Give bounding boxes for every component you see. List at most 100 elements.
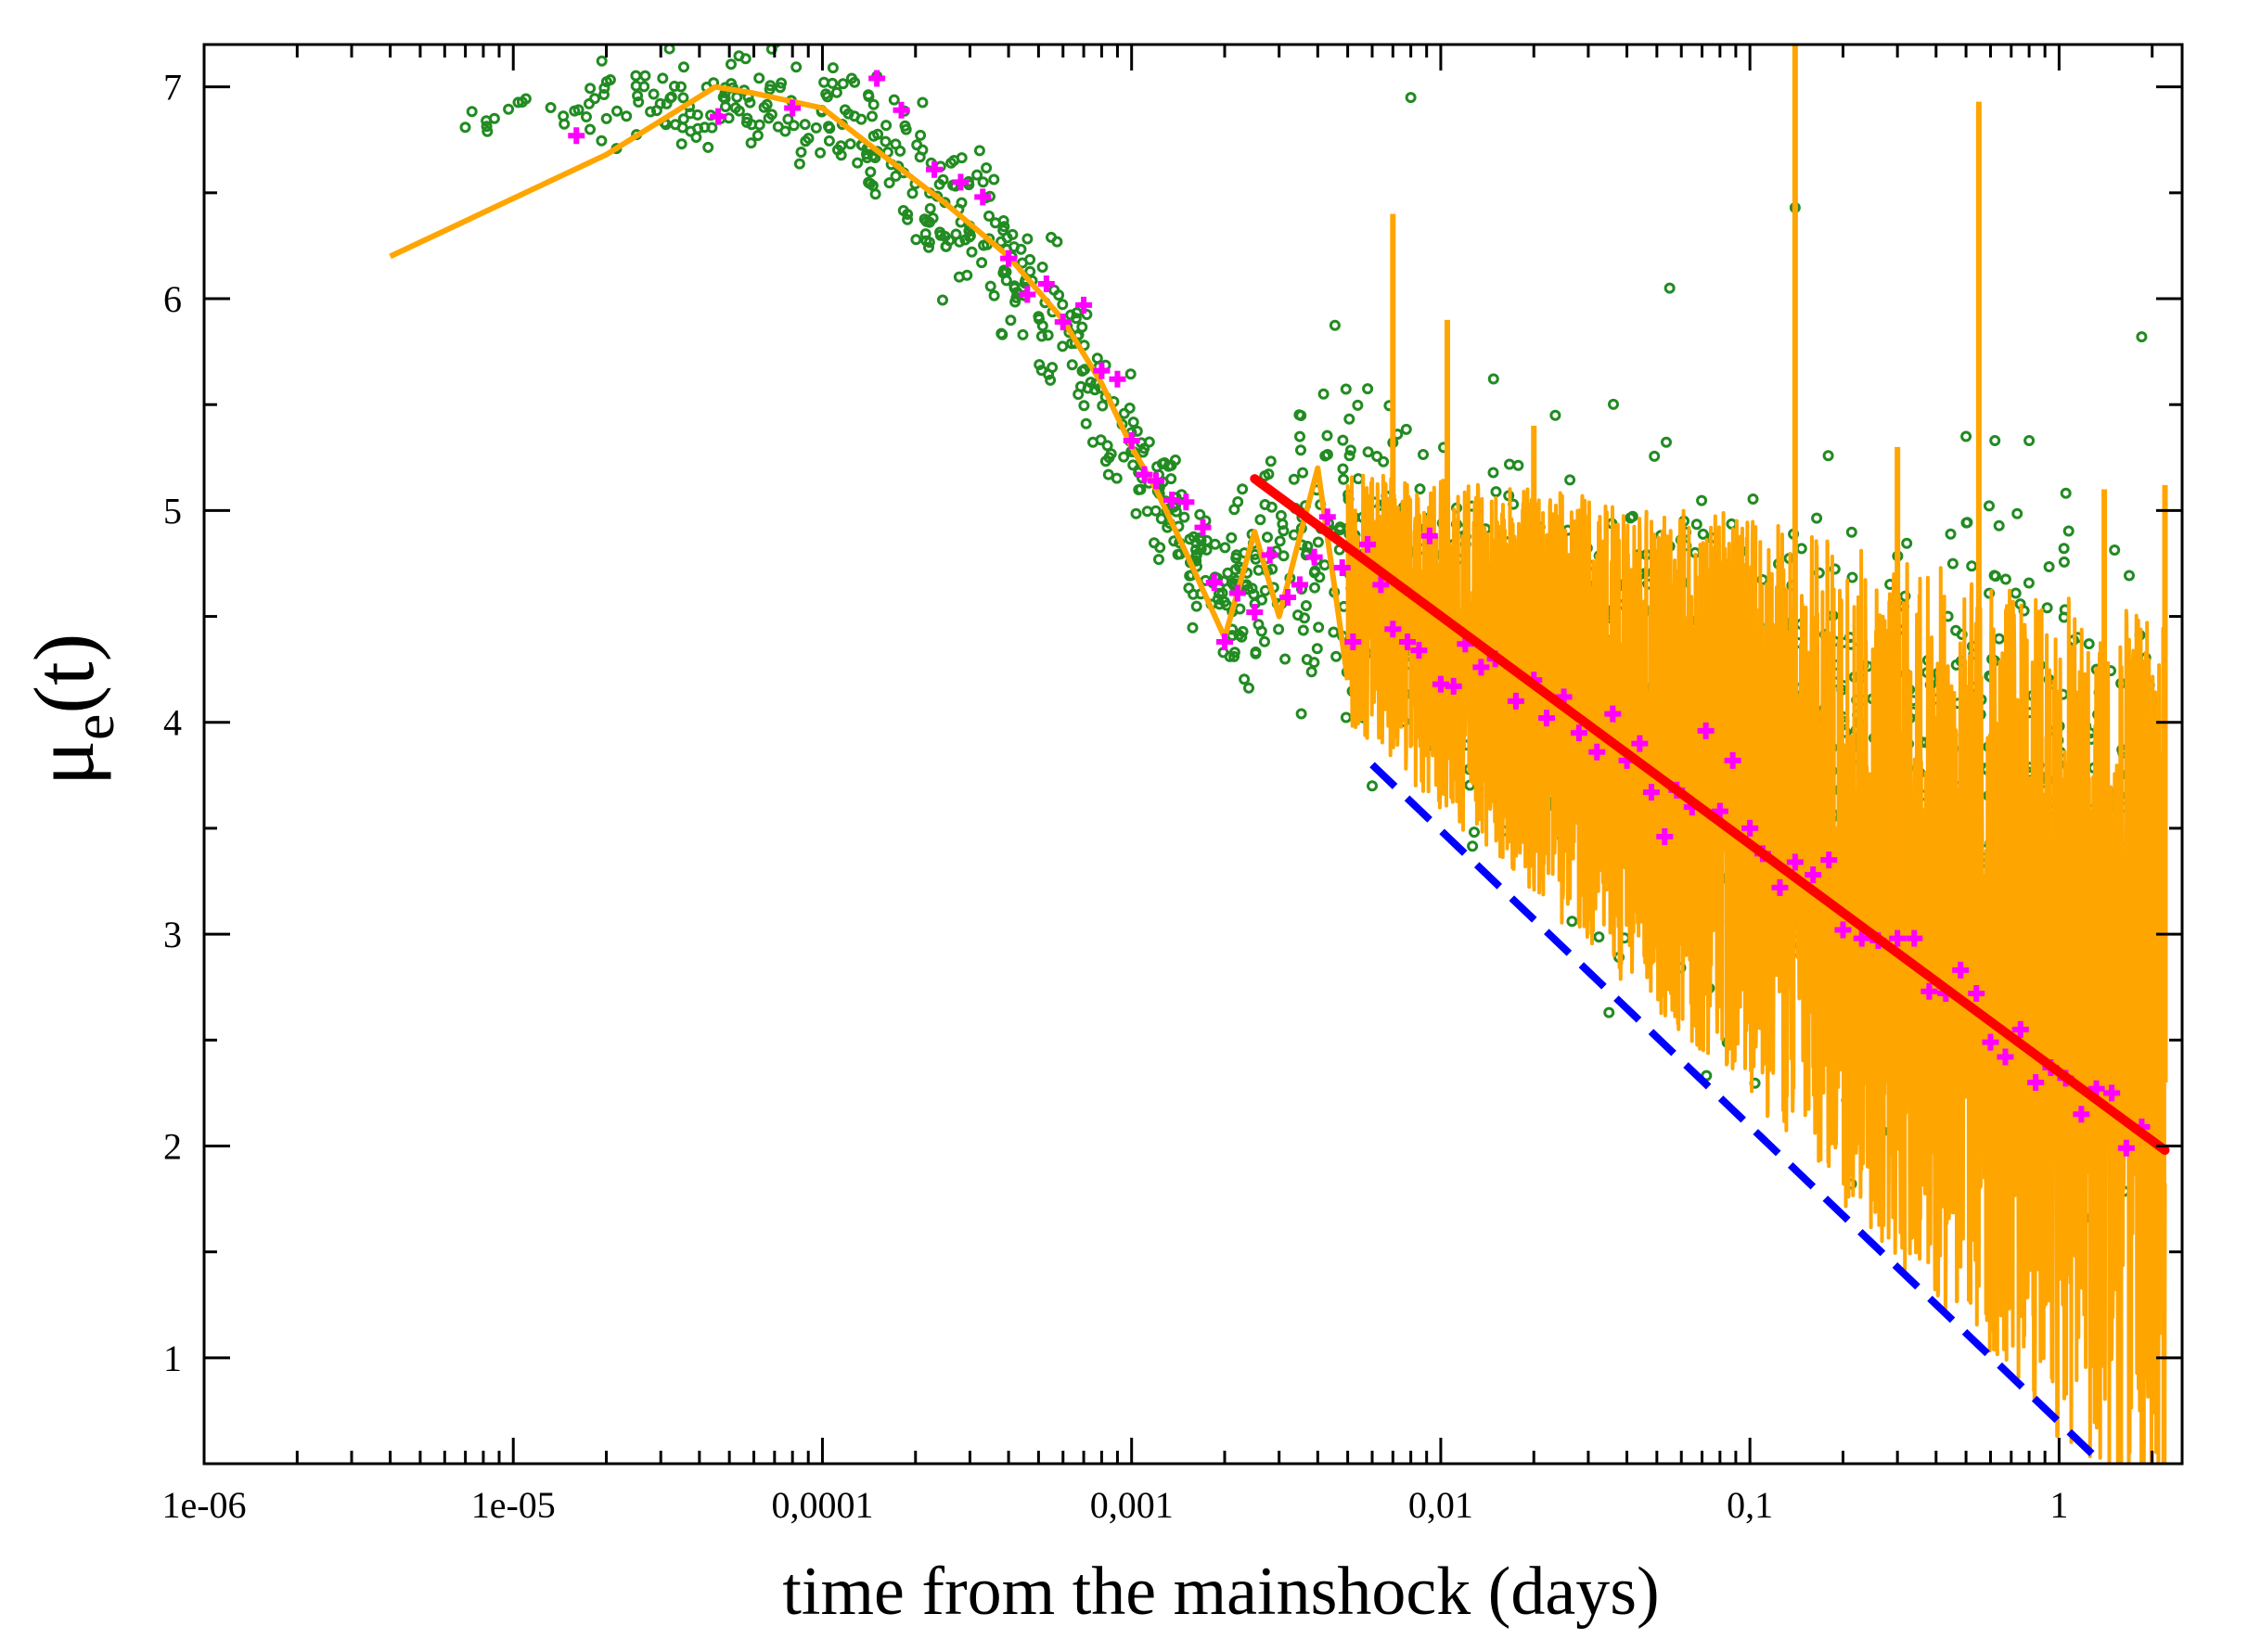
green-point: [823, 134, 835, 147]
green-point: [1549, 409, 1561, 421]
green-point: [1378, 455, 1390, 467]
green-point: [2058, 543, 2070, 555]
green-point: [1035, 330, 1047, 342]
x-axis-title: time from the mainshock (days): [782, 1554, 1659, 1630]
magenta-cross: [1109, 370, 1126, 388]
green-point: [937, 294, 948, 306]
green-point: [2023, 577, 2035, 589]
green-point: [1593, 931, 1605, 943]
green-point: [1275, 509, 1287, 521]
green-point: [1946, 557, 1959, 570]
green-point: [1317, 388, 1330, 400]
green-point: [669, 81, 680, 92]
y-tick-label: 6: [163, 278, 182, 320]
green-point: [678, 61, 689, 73]
green-point: [1664, 282, 1676, 294]
green-point: [1076, 321, 1088, 333]
green-point: [1243, 682, 1254, 694]
green-point: [1219, 542, 1231, 554]
green-point: [937, 173, 949, 186]
green-point: [503, 103, 515, 115]
green-point: [1278, 525, 1290, 537]
green-point: [996, 328, 1008, 340]
green-point: [977, 176, 989, 188]
green-point: [739, 53, 751, 65]
green-point: [1262, 531, 1273, 544]
green-point: [894, 145, 906, 157]
green-point: [772, 121, 784, 133]
green-point: [1297, 624, 1309, 636]
green-point: [654, 97, 666, 109]
green-point: [984, 280, 996, 292]
green-point: [1153, 554, 1164, 566]
green-point: [1259, 635, 1270, 647]
green-point: [1400, 423, 1412, 435]
green-point: [1697, 528, 1709, 540]
green-point: [1690, 519, 1702, 531]
green-point: [867, 110, 878, 122]
green-point: [621, 110, 633, 122]
green-point: [729, 102, 741, 114]
green-point: [2023, 435, 2036, 447]
green-point: [988, 289, 1000, 301]
green-point: [1265, 501, 1278, 513]
x-tick-label: 0,1: [1727, 1484, 1773, 1526]
green-point: [1118, 407, 1130, 419]
green-point: [1124, 368, 1137, 380]
green-point: [1367, 780, 1379, 792]
green-point: [1118, 451, 1130, 463]
green-point: [466, 106, 478, 118]
green-point: [1252, 564, 1265, 576]
green-point: [1999, 573, 2011, 585]
green-point: [956, 152, 968, 164]
green-point: [944, 235, 956, 247]
green-point: [981, 162, 993, 173]
green-point: [1021, 233, 1034, 245]
orange-curve-noisy: [1345, 473, 2167, 1464]
green-point: [1183, 583, 1195, 594]
green-point: [648, 88, 660, 100]
green-point: [1057, 340, 1069, 352]
green-point: [632, 90, 644, 102]
green-point: [1143, 436, 1155, 448]
green-point: [1414, 483, 1426, 495]
green-point: [1190, 600, 1202, 612]
y-tick-label: 1: [163, 1338, 182, 1379]
green-point: [664, 92, 676, 104]
green-point: [1961, 517, 1973, 529]
orange-curve-series: [389, 45, 2168, 1464]
green-point: [865, 166, 877, 178]
magenta-cross: [868, 70, 886, 87]
svg-text:μe(t): μe(t): [17, 634, 126, 787]
green-point: [827, 77, 839, 89]
green-point: [1960, 430, 1972, 442]
green-point: [1127, 416, 1139, 429]
green-point: [915, 129, 927, 141]
green-point: [775, 82, 786, 94]
green-point: [1330, 650, 1342, 662]
green-point: [1305, 666, 1317, 678]
green-point: [1747, 493, 1759, 505]
green-point: [917, 144, 929, 156]
green-point: [1000, 275, 1012, 287]
green-point: [883, 177, 895, 189]
green-point: [1362, 383, 1374, 395]
green-point: [924, 202, 936, 214]
green-point: [1278, 550, 1290, 562]
green-point: [559, 118, 571, 130]
green-point: [482, 125, 494, 137]
green-point: [2124, 570, 2135, 582]
green-point: [1102, 468, 1114, 480]
green-point: [852, 157, 864, 169]
green-point: [954, 236, 966, 248]
green-point: [821, 91, 833, 103]
green-point: [596, 55, 608, 67]
green-point: [1232, 496, 1244, 507]
green-point: [726, 58, 737, 70]
green-point: [1993, 519, 2005, 531]
green-point: [1178, 511, 1190, 523]
green-point: [906, 187, 918, 199]
green-point: [1095, 434, 1107, 446]
green-point: [902, 213, 914, 225]
green-point: [869, 188, 881, 200]
